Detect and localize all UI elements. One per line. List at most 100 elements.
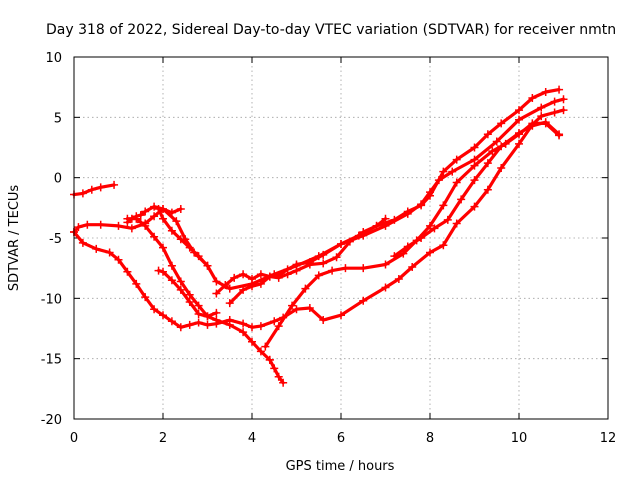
data-point-marker	[185, 297, 194, 306]
data-point-marker	[515, 106, 523, 115]
data-point-marker	[87, 185, 96, 194]
data-point-marker	[256, 322, 265, 331]
data-point-marker	[341, 264, 350, 273]
data-point-marker	[359, 264, 368, 273]
data-point-marker	[136, 211, 145, 220]
series-line	[263, 121, 561, 349]
data-point-marker	[248, 275, 256, 284]
chart-title: Day 318 of 2022, Sidereal Day-to-day VTE…	[46, 22, 616, 38]
data-point-marker	[337, 240, 345, 249]
x-axis-label: GPS time / hours	[286, 459, 395, 474]
data-point-marker	[417, 234, 426, 242]
data-point-marker	[359, 227, 368, 236]
data-point-marker	[239, 270, 248, 279]
data-point-marker	[408, 262, 417, 271]
data-point-marker	[150, 212, 159, 221]
y-tick-labels: -20 -15 -10 -5 0 5 10	[41, 51, 62, 428]
data-point-marker	[123, 267, 132, 276]
data-point-marker	[439, 201, 448, 210]
data-point-marker	[248, 323, 256, 332]
data-point-marker	[185, 320, 194, 329]
data-point-marker	[555, 130, 564, 139]
data-point-marker	[470, 202, 479, 211]
data-point-marker	[528, 94, 537, 103]
data-point-marker	[426, 221, 434, 230]
data-point-marker	[96, 183, 105, 192]
data-point-marker	[515, 115, 523, 124]
data-point-marker	[541, 87, 550, 96]
data-point-marker	[167, 317, 176, 326]
data-point-marker	[483, 159, 492, 168]
data-point-marker	[141, 221, 150, 230]
data-point-marker	[332, 253, 341, 262]
data-point-marker	[270, 364, 279, 373]
data-point-marker	[167, 226, 176, 235]
data-point-marker	[114, 255, 123, 264]
data-point-marker	[443, 215, 452, 224]
data-point-marker	[256, 279, 265, 288]
data-point-marker	[225, 284, 234, 293]
y-tick-label: 0	[54, 172, 62, 187]
data-point-marker	[381, 260, 390, 269]
x-tick-label: 8	[426, 431, 434, 446]
x-tick-label: 2	[159, 431, 167, 446]
data-point-marker	[194, 310, 203, 319]
data-point-marker	[488, 147, 497, 156]
data-point-marker	[528, 121, 537, 130]
data-point-marker	[328, 266, 337, 275]
data-point-marker	[114, 221, 123, 230]
data-point-marker	[559, 106, 568, 115]
data-point-marker	[319, 259, 328, 268]
data-point-marker	[537, 103, 546, 112]
series-arc-5	[123, 202, 185, 227]
data-point-marker	[390, 252, 399, 261]
series-arc-8	[265, 355, 288, 387]
data-point-marker	[274, 273, 283, 282]
data-point-marker	[292, 305, 301, 314]
data-point-marker	[319, 316, 328, 325]
data-point-marker	[212, 289, 221, 298]
data-point-marker	[159, 214, 167, 223]
data-point-marker	[172, 217, 181, 226]
data-point-marker	[283, 270, 292, 279]
data-point-marker	[105, 248, 114, 257]
data-point-marker	[305, 303, 314, 312]
data-point-marker	[417, 201, 426, 210]
data-point-marker	[212, 308, 221, 317]
series-arc-9	[212, 85, 564, 298]
data-point-marker	[176, 323, 185, 332]
y-axis-label: SDTVAR / TECUs	[7, 185, 22, 292]
data-point-marker	[256, 347, 265, 356]
data-point-marker	[203, 312, 212, 321]
data-point-marker	[176, 277, 185, 286]
series-arc-2	[70, 95, 568, 293]
data-point-marker	[274, 372, 283, 381]
data-point-marker	[203, 320, 212, 329]
data-point-marker	[150, 202, 159, 211]
data-point-marker	[470, 176, 479, 185]
plot-frame	[73, 56, 609, 420]
series-arc-11	[261, 119, 564, 351]
series-arc-7	[154, 266, 274, 364]
data-point-marker	[541, 118, 550, 127]
data-point-marker	[381, 214, 390, 223]
data-point-marker	[452, 178, 461, 187]
data-point-marker	[457, 195, 466, 204]
data-point-marker	[256, 270, 265, 279]
data-point-marker	[497, 119, 506, 128]
data-point-marker	[497, 142, 506, 151]
data-point-marker	[185, 290, 194, 299]
data-point-marker	[167, 276, 176, 285]
data-point-marker	[426, 191, 434, 200]
data-series-group	[70, 85, 568, 387]
series-arc-6	[154, 205, 212, 270]
data-point-marker	[203, 261, 212, 270]
data-point-marker	[194, 301, 203, 310]
data-point-marker	[483, 185, 492, 194]
data-point-marker	[515, 129, 523, 138]
data-point-marker	[212, 316, 221, 325]
data-point-marker	[96, 220, 105, 229]
data-point-marker	[292, 266, 301, 275]
data-point-marker	[550, 97, 559, 106]
